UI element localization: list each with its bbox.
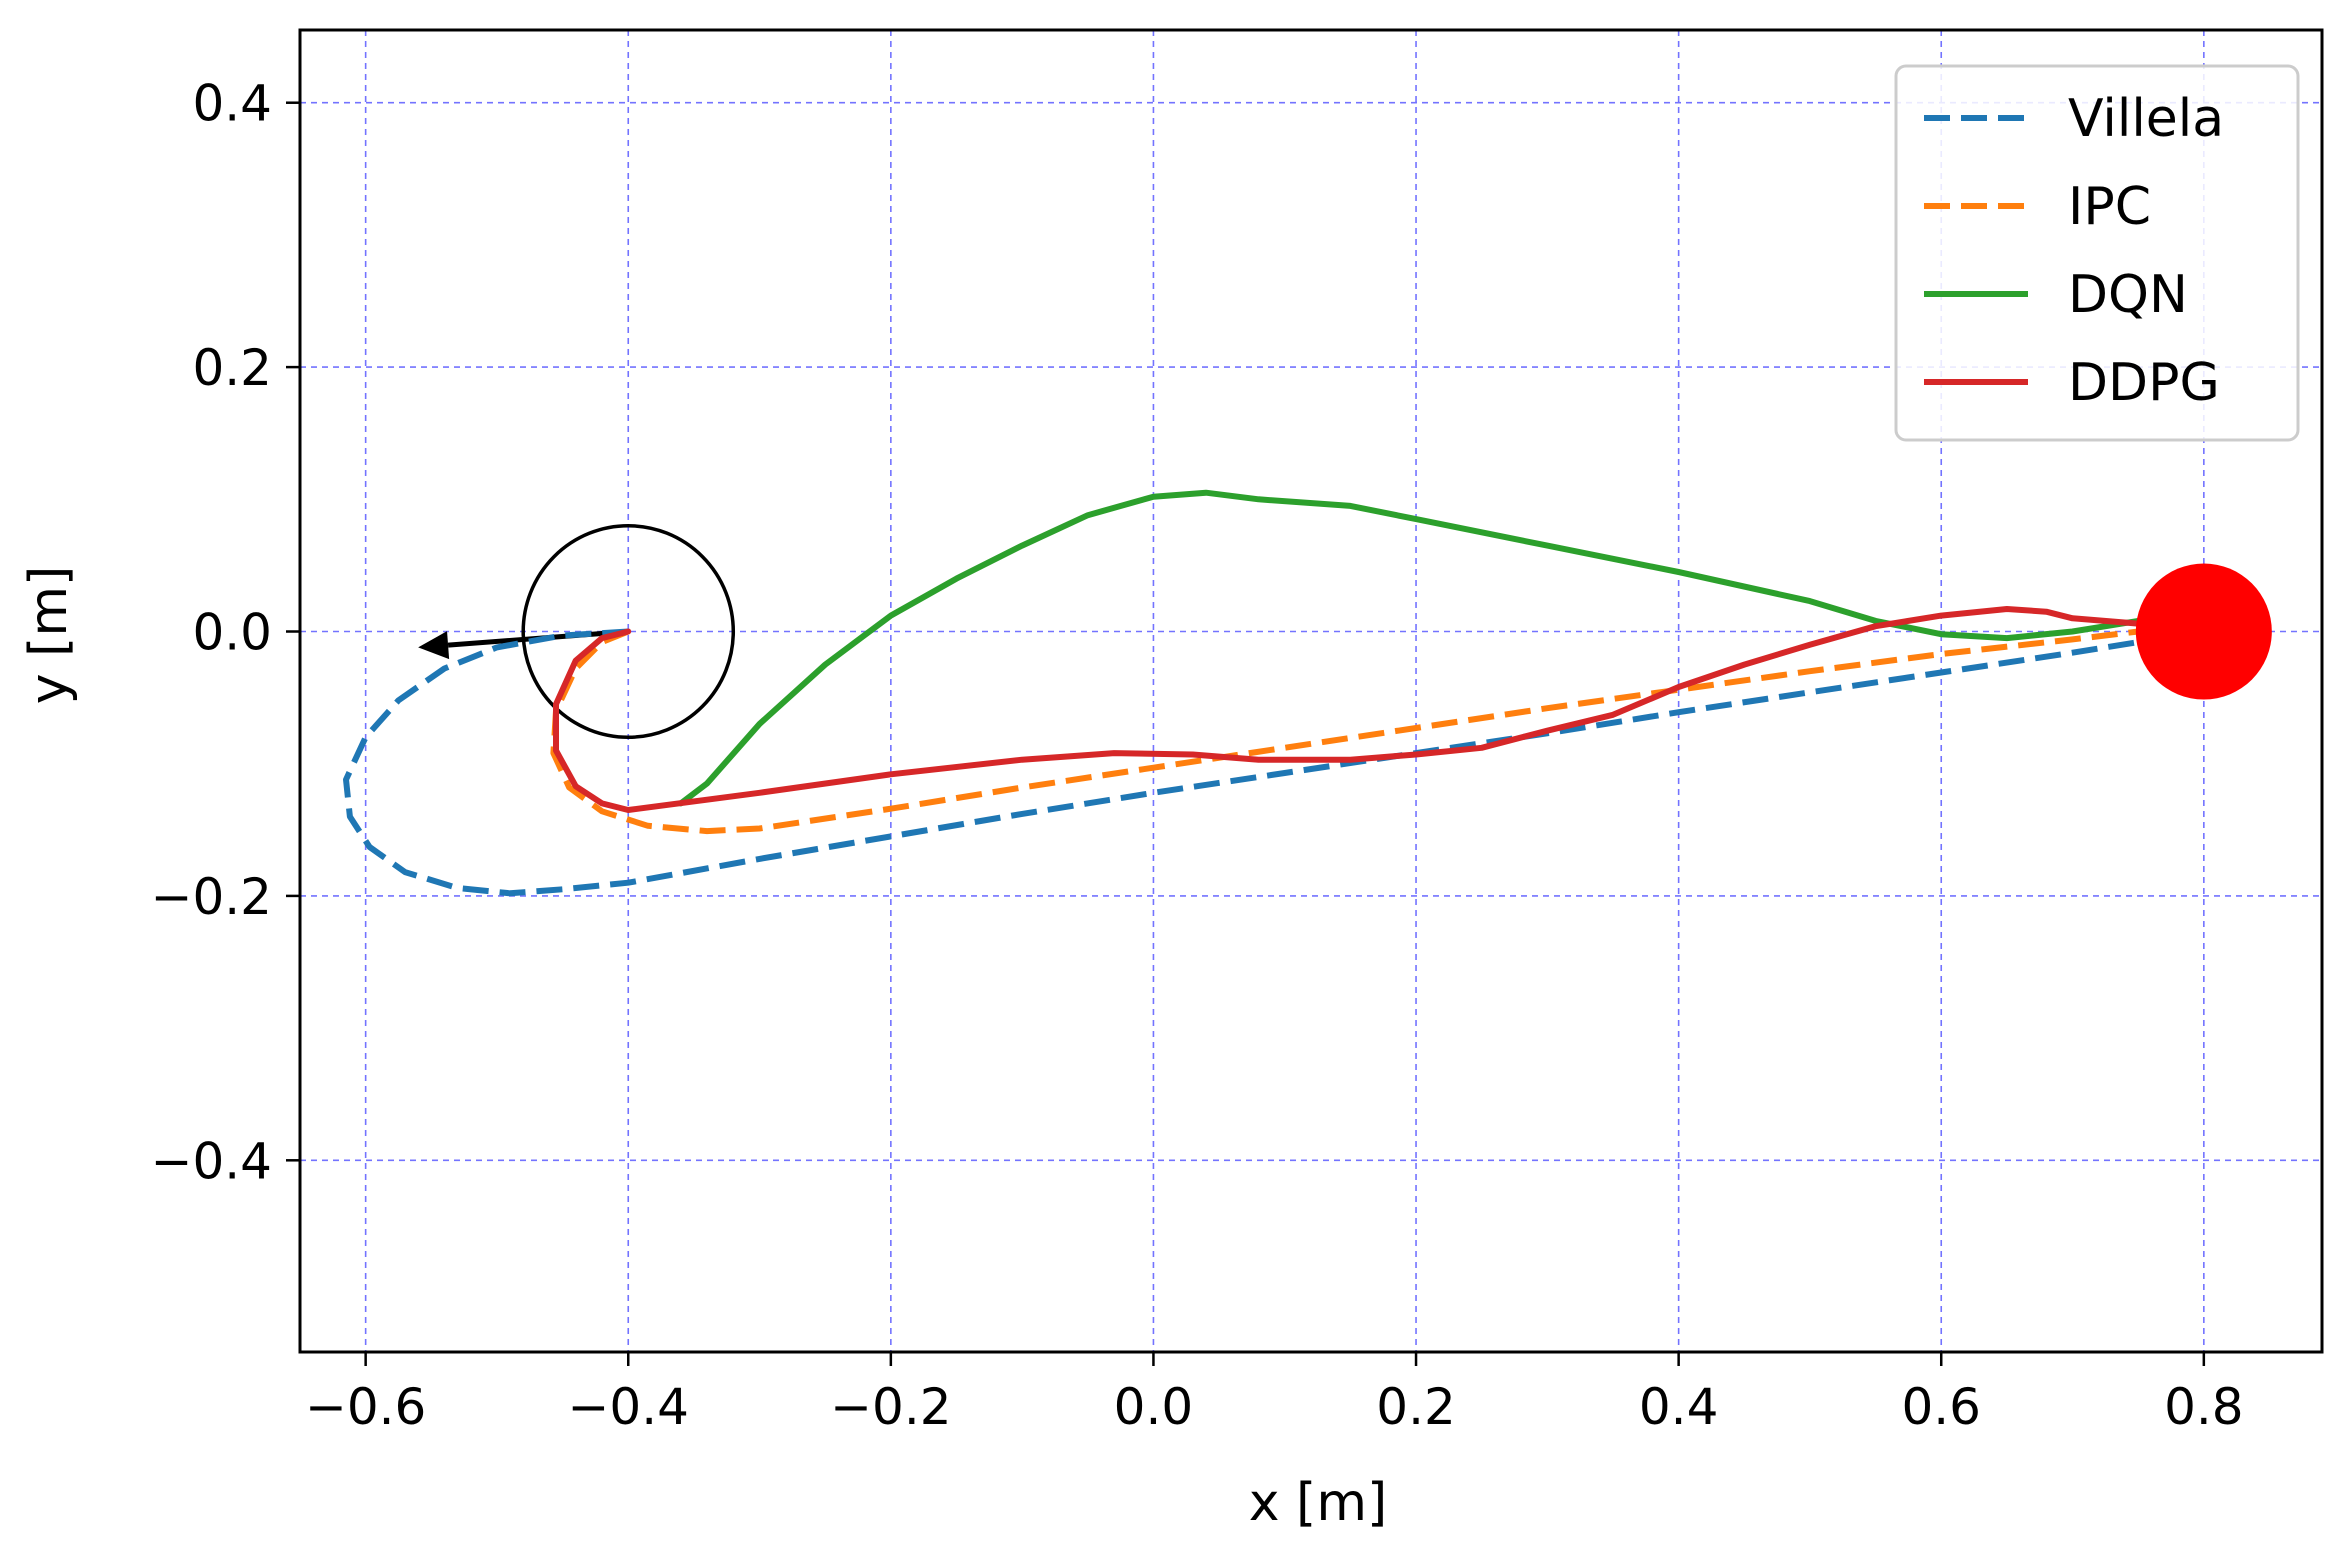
- legend: Villela IPC DQN DDPG: [1894, 64, 2300, 442]
- x-tick-label: 0.4: [1639, 1378, 1719, 1436]
- series-line-villela: [343, 628, 2139, 897]
- plot-content: [343, 489, 2272, 897]
- legend-label: DQN: [2068, 265, 2188, 325]
- legend-box: [1894, 64, 2300, 442]
- y-tick-label: −0.4: [151, 1132, 272, 1190]
- x-tick-label: 0.2: [1376, 1378, 1456, 1436]
- plot-frame: [298, 28, 2324, 1354]
- series-line-ddpg: [553, 606, 2142, 813]
- x-tick-label: −0.6: [305, 1378, 426, 1436]
- goal-marker: [2135, 563, 2272, 700]
- x-tick-label: −0.2: [830, 1378, 951, 1436]
- y-axis-label: y [m]: [19, 566, 79, 705]
- x-tick-label: 0.6: [1901, 1378, 1981, 1436]
- x-tick-label: −0.4: [568, 1378, 689, 1436]
- series-line-dqn: [677, 489, 2142, 807]
- legend-label: Villela: [2068, 89, 2224, 149]
- y-tick-label: −0.2: [151, 868, 272, 926]
- y-tick-label: 0.4: [192, 75, 272, 133]
- legend-label: DDPG: [2068, 353, 2220, 413]
- y-tick-labels: −0.4 −0.2 0.0 0.2 0.4: [151, 75, 272, 1191]
- x-tick-labels: −0.6 −0.4 −0.2 0.0 0.2 0.4 0.6 0.8: [305, 1378, 2244, 1436]
- start-circle: [521, 524, 736, 740]
- x-tick-label: 0.8: [2164, 1378, 2244, 1436]
- y-tick-label: 0.0: [192, 604, 272, 662]
- legend-label: IPC: [2068, 177, 2151, 237]
- x-tick-label: 0.0: [1114, 1378, 1194, 1436]
- x-axis-label: x [m]: [1249, 1473, 1388, 1533]
- heading-arrow-head: [418, 631, 450, 660]
- tick-marks: [286, 101, 2206, 1366]
- y-tick-label: 0.2: [192, 339, 272, 397]
